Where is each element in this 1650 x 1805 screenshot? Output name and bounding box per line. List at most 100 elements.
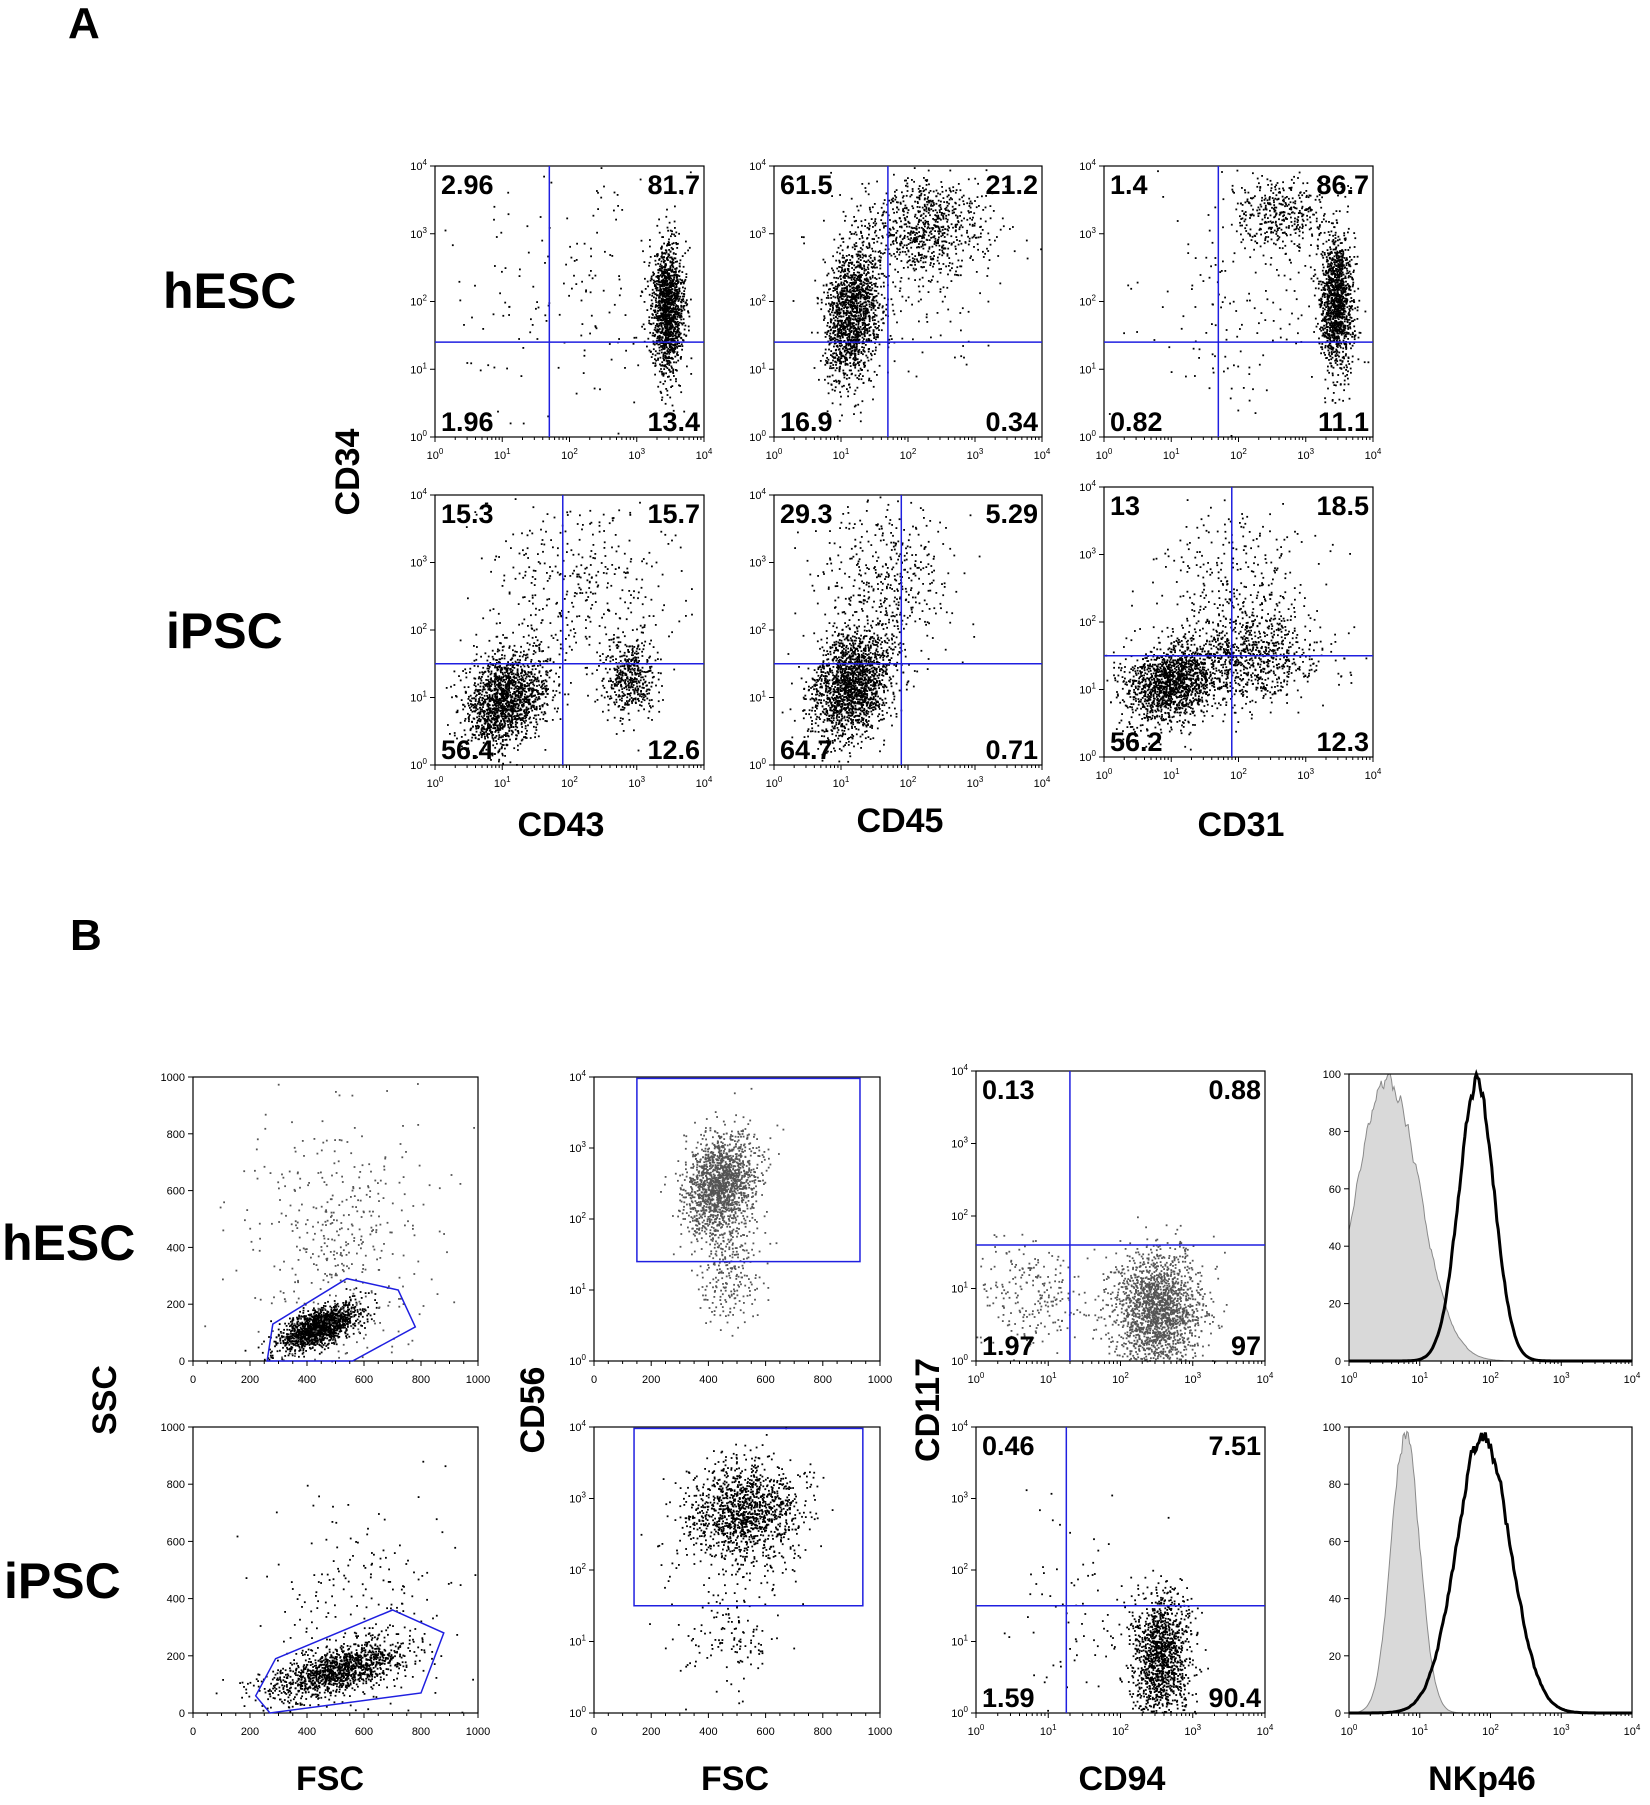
event-dot [967,310,970,313]
event-dot [907,266,909,269]
event-dot [668,313,670,316]
event-dot [662,353,665,356]
event-dot [922,221,924,224]
event-dot [668,357,671,359]
event-dot [1333,243,1336,246]
event-dot [680,301,683,304]
event-dot [845,331,847,333]
event-dot [664,290,666,292]
event-dot [960,355,963,358]
event-dot [853,281,855,284]
event-dot [803,242,805,245]
event-dot [912,267,915,270]
event-dot [667,339,670,342]
event-dot [840,237,843,240]
event-dot [665,327,668,329]
quadrant-percent-upper-right: 21.2 [985,170,1038,200]
event-dot [940,181,943,183]
event-dot [900,225,903,228]
event-dot [674,295,677,298]
event-dot [857,321,860,324]
event-dot [1344,318,1346,321]
event-dot [846,289,849,291]
event-dot [873,289,876,292]
event-dot [924,230,927,232]
event-dot [977,182,979,185]
event-dot [842,347,844,350]
event-dot [880,242,883,245]
event-dot [858,274,860,277]
event-dot [930,230,932,233]
event-dot [673,308,676,311]
event-dot [1335,352,1338,355]
event-dot [832,269,834,272]
event-dot [877,307,880,309]
event-dot [683,308,686,311]
event-dot [860,313,862,316]
event-dot [675,279,678,282]
event-dot [661,301,664,304]
event-dot [1326,322,1328,325]
event-dot [1334,317,1337,319]
event-dot [1345,343,1348,345]
event-dot [844,357,846,360]
event-dot [966,231,968,234]
event-dot [882,202,885,205]
event-dot [1320,329,1323,332]
event-dot [885,276,888,278]
event-dot [911,253,914,256]
event-dot [848,334,851,337]
event-dot [659,296,661,299]
event-dot [934,214,937,216]
event-dot [914,238,916,241]
event-dot [603,185,605,188]
event-dot [852,344,855,347]
event-dot [844,334,847,337]
event-dot [678,331,681,334]
event-dot [838,315,840,318]
event-dot [847,343,850,345]
event-dot [851,301,853,303]
event-dot [868,311,870,314]
event-dot [868,227,871,230]
event-dot [668,249,670,251]
event-dot [655,359,657,362]
event-dot [844,306,847,308]
event-dot [831,355,834,358]
event-dot [925,316,928,319]
event-dot [648,293,651,296]
event-dot [840,342,842,345]
event-dot [1338,310,1340,312]
event-dot [859,300,862,303]
event-dot [830,336,832,338]
event-dot [859,266,862,268]
event-dot [593,387,596,390]
event-dot [829,367,831,370]
event-dot [676,293,679,296]
event-dot [898,248,901,251]
event-dot [865,301,867,303]
event-dot [674,330,676,333]
event-dot [929,199,932,202]
event-dot [1357,336,1360,339]
event-dot [671,230,673,233]
event-dot [686,365,688,368]
event-dot [848,285,851,288]
event-dot [1346,374,1348,376]
event-dot [1342,253,1345,256]
event-dot [675,325,677,328]
panel-b-letter: B [70,911,102,960]
event-dot [668,316,671,319]
event-dot [829,320,832,323]
event-dot [1343,329,1346,331]
event-dot [666,363,669,366]
event-dot [1337,260,1339,262]
event-dot [826,274,829,277]
event-dot [927,223,930,226]
event-dot [659,390,662,393]
event-dot [1329,312,1331,315]
event-dot [855,348,858,350]
event-dot [665,336,667,339]
event-dot [1353,290,1356,293]
